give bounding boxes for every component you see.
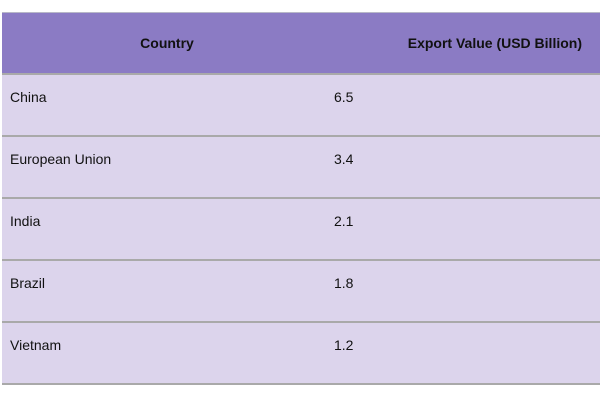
cell-export-value: 1.2 — [324, 321, 600, 385]
cell-export-value: 6.5 — [324, 73, 600, 137]
table-row: European Union 3.4 — [2, 135, 600, 199]
cell-country: India — [2, 197, 324, 261]
cell-country: China — [2, 73, 324, 137]
table-header-row: Country Export Value (USD Billion) — [2, 12, 600, 75]
data-table-container: Country Export Value (USD Billion) China… — [2, 12, 600, 385]
cell-country: Vietnam — [2, 321, 324, 385]
cell-country: Brazil — [2, 259, 324, 323]
export-table: Country Export Value (USD Billion) China… — [2, 12, 600, 385]
table-row: China 6.5 — [2, 73, 600, 137]
header-export-value: Export Value (USD Billion) — [324, 12, 600, 75]
cell-country: European Union — [2, 135, 324, 199]
header-country: Country — [2, 12, 324, 75]
table-row: Vietnam 1.2 — [2, 321, 600, 385]
table-row: Brazil 1.8 — [2, 259, 600, 323]
cell-export-value: 3.4 — [324, 135, 600, 199]
cell-export-value: 2.1 — [324, 197, 600, 261]
cell-export-value: 1.8 — [324, 259, 600, 323]
table-row: India 2.1 — [2, 197, 600, 261]
